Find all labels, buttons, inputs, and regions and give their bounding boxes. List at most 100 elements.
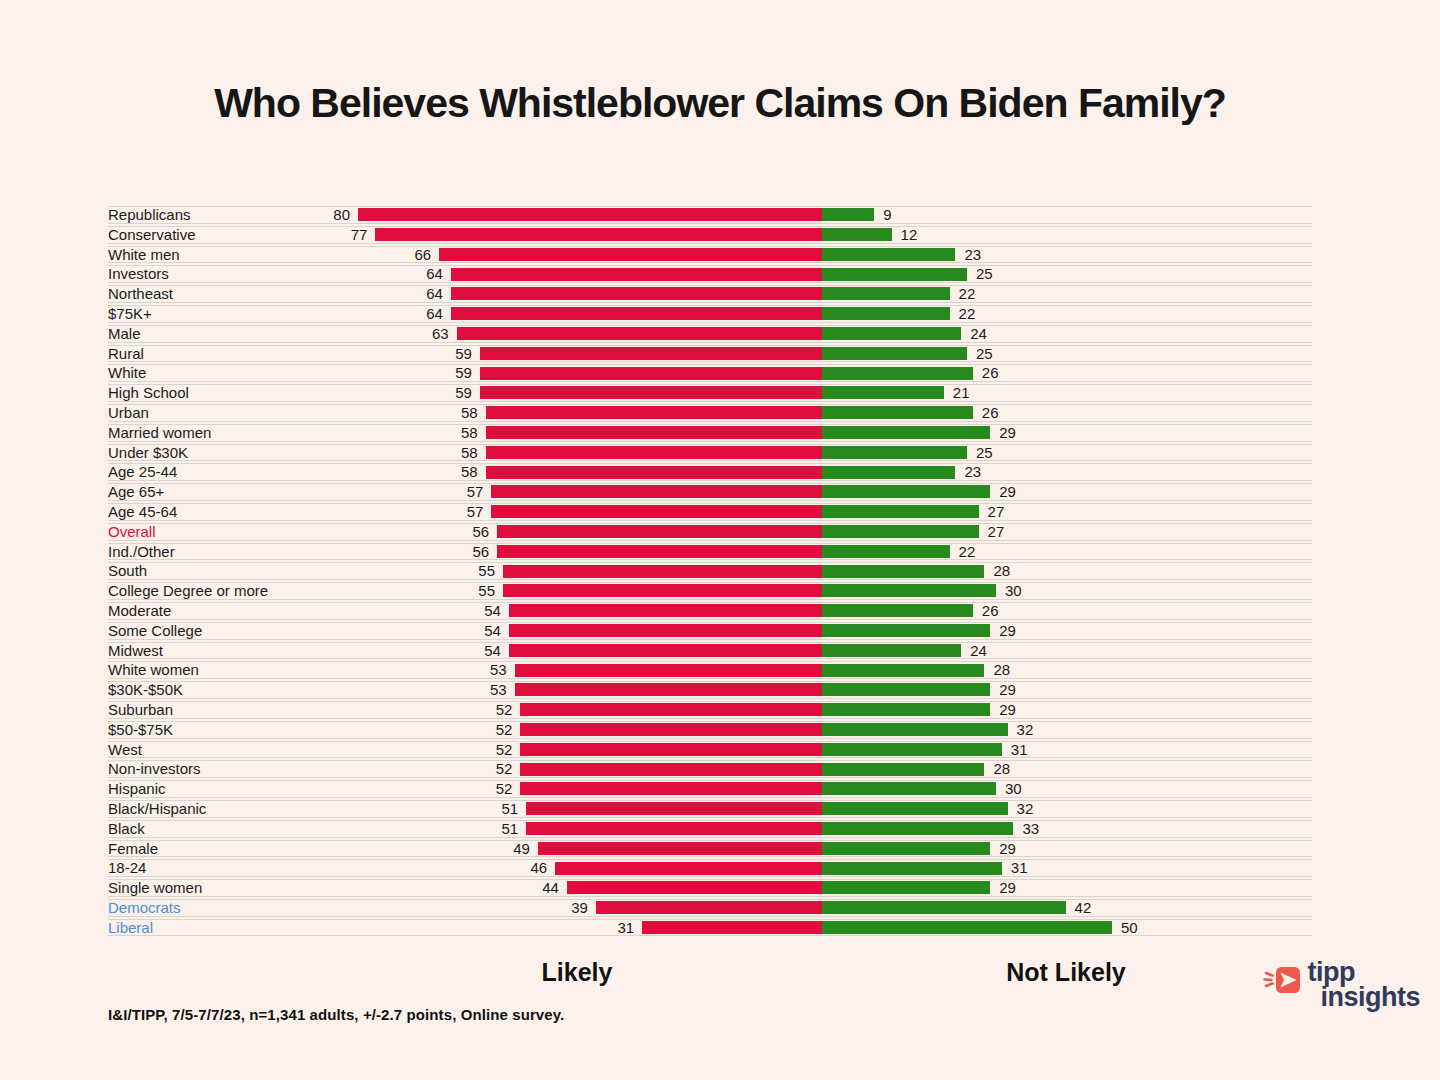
row-label: Married women	[108, 425, 211, 441]
row-label: White men	[108, 247, 180, 263]
not-likely-bar	[822, 822, 1013, 835]
chart-row: Suburban5229	[108, 701, 1312, 719]
not-likely-value: 42	[1075, 900, 1092, 916]
likely-bar	[520, 743, 822, 756]
likely-bar	[480, 367, 822, 380]
chart-row: Single women4429	[108, 879, 1312, 897]
not-likely-value: 24	[970, 643, 987, 659]
row-label: Male	[108, 326, 141, 342]
not-likely-bar	[822, 446, 967, 459]
likely-bar	[520, 723, 822, 736]
likely-value: 54	[484, 603, 501, 619]
likely-value: 53	[490, 662, 507, 678]
chart-row: Black5133	[108, 820, 1312, 838]
likely-bar	[486, 426, 822, 439]
row-label: Rural	[108, 346, 144, 362]
not-likely-bar	[822, 624, 990, 637]
not-likely-bar	[822, 485, 990, 498]
chart-row: Non-investors5228	[108, 760, 1312, 778]
likely-bar	[515, 664, 822, 677]
likely-bar	[451, 307, 822, 320]
likely-bar	[520, 703, 822, 716]
not-likely-bar	[822, 683, 990, 696]
row-label: Conservative	[108, 227, 196, 243]
not-likely-bar	[822, 228, 892, 241]
not-likely-value: 9	[883, 207, 891, 223]
row-label: Ind./Other	[108, 544, 175, 560]
row-label: $75K+	[108, 306, 152, 322]
not-likely-value: 26	[982, 365, 999, 381]
not-likely-value: 33	[1022, 821, 1039, 837]
not-likely-bar	[822, 268, 967, 281]
likely-bar	[520, 763, 822, 776]
not-likely-value: 23	[964, 464, 981, 480]
tipp-insights-logo: tipp insights	[1263, 960, 1420, 1010]
likely-value: 52	[496, 781, 513, 797]
not-likely-bar	[822, 386, 944, 399]
row-label: $50-$75K	[108, 722, 173, 738]
axis-label-likely: Likely	[542, 958, 613, 987]
likely-bar	[596, 901, 822, 914]
chart-row: $75K+6422	[108, 305, 1312, 323]
not-likely-bar	[822, 287, 950, 300]
not-likely-value: 12	[901, 227, 918, 243]
likely-bar	[497, 525, 822, 538]
likely-value: 63	[432, 326, 449, 342]
likely-value: 31	[618, 920, 635, 936]
likely-value: 59	[455, 385, 472, 401]
not-likely-value: 31	[1011, 860, 1028, 876]
chart-row: Age 25-445823	[108, 463, 1312, 481]
likely-bar	[642, 921, 822, 934]
row-label: White	[108, 365, 146, 381]
likely-bar	[480, 347, 822, 360]
tipp-insights-arrow-icon	[1263, 964, 1303, 1002]
likely-value: 58	[461, 405, 478, 421]
not-likely-value: 28	[993, 563, 1010, 579]
chart-row: Northeast6422	[108, 285, 1312, 303]
not-likely-bar	[822, 565, 984, 578]
row-label: Single women	[108, 880, 202, 896]
likely-bar	[526, 802, 822, 815]
likely-value: 55	[478, 583, 495, 599]
not-likely-bar	[822, 327, 961, 340]
row-label: Overall	[108, 524, 156, 540]
logo-word2: insights	[1320, 985, 1420, 1010]
likely-value: 57	[467, 504, 484, 520]
chart-row: West5231	[108, 741, 1312, 759]
not-likely-bar	[822, 782, 996, 795]
row-label: Democrats	[108, 900, 181, 916]
not-likely-bar	[822, 703, 990, 716]
chart-row: Midwest5424	[108, 642, 1312, 660]
not-likely-value: 26	[982, 603, 999, 619]
chart-row: Investors6425	[108, 265, 1312, 283]
not-likely-value: 25	[976, 266, 993, 282]
likely-bar	[480, 386, 822, 399]
likely-value: 64	[426, 286, 443, 302]
chart-row: White women5328	[108, 661, 1312, 679]
not-likely-value: 29	[999, 841, 1016, 857]
chart-row: Female4929	[108, 840, 1312, 858]
not-likely-value: 22	[959, 286, 976, 302]
likely-bar	[439, 248, 822, 261]
likely-value: 64	[426, 306, 443, 322]
chart-row: South 55 28	[108, 562, 1312, 580]
chart-row: Conservative7712	[108, 226, 1312, 244]
row-label: Urban	[108, 405, 149, 421]
row-label: South	[108, 563, 147, 579]
chart-row: Age 45-645727	[108, 503, 1312, 521]
not-likely-value: 26	[982, 405, 999, 421]
row-label: Under $30K	[108, 445, 188, 461]
likely-value: 51	[502, 821, 519, 837]
chart-row: High School5921	[108, 384, 1312, 402]
likely-value: 49	[513, 841, 530, 857]
likely-value: 55	[478, 563, 495, 579]
likely-bar	[509, 624, 822, 637]
row-label: West	[108, 742, 142, 758]
not-likely-bar	[822, 901, 1066, 914]
not-likely-value: 50	[1121, 920, 1138, 936]
chart-row: Ind./Other5622	[108, 543, 1312, 561]
chart-row: Democrats3942	[108, 899, 1312, 917]
row-label: Age 65+	[108, 484, 164, 500]
not-likely-bar	[822, 545, 950, 558]
likely-value: 52	[496, 761, 513, 777]
